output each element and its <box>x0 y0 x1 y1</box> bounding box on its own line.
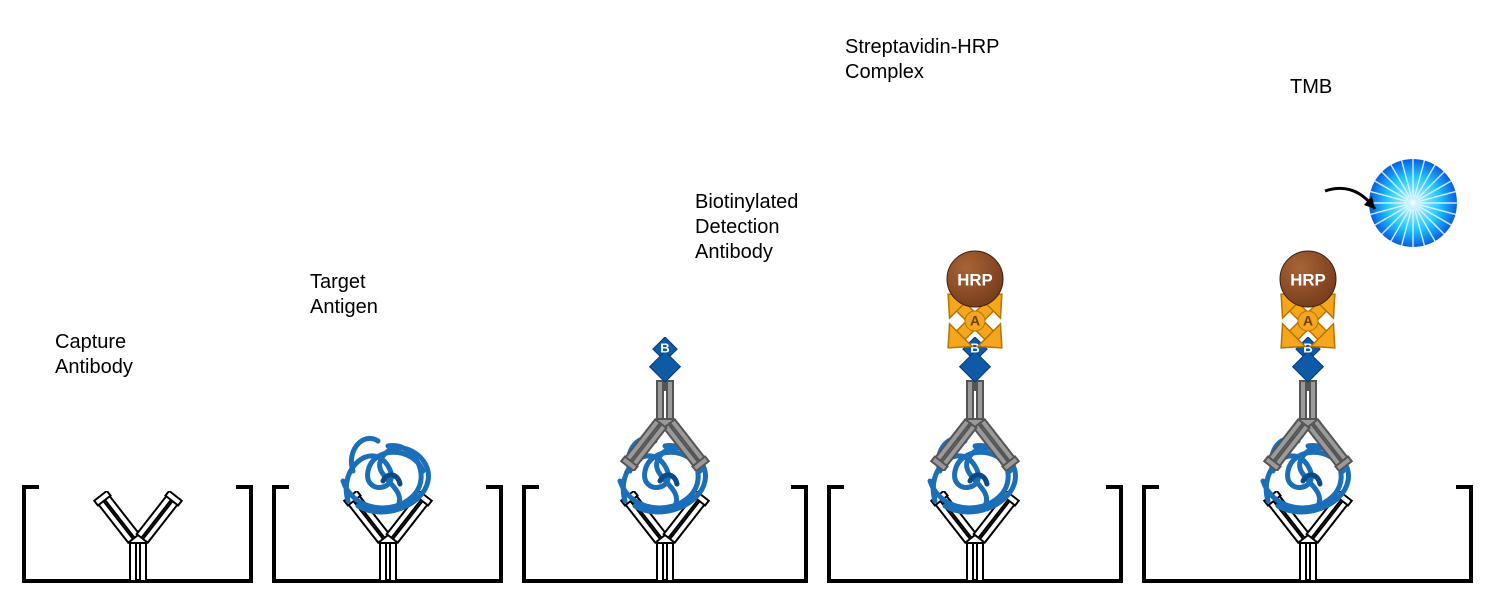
panel-p4: BAHRP <box>825 30 1125 590</box>
panel-p2 <box>270 30 505 590</box>
panel-p3: B <box>520 30 810 590</box>
svg-text:B: B <box>660 341 670 356</box>
svg-text:A: A <box>1302 313 1312 329</box>
hrp: HRP <box>1278 249 1338 309</box>
panel-label: Streptavidin-HRP Complex <box>845 35 1000 85</box>
antigen <box>328 426 448 521</box>
capture-antibody <box>88 491 188 581</box>
panel-p5: BAHRP <box>1140 30 1475 590</box>
biotin: B <box>643 337 687 391</box>
panel-label: Biotinylated Detection Antibody <box>695 190 798 265</box>
svg-text:HRP: HRP <box>957 270 992 289</box>
svg-text:HRP: HRP <box>1290 270 1325 289</box>
panel-label: TMB <box>1290 75 1332 100</box>
assay-stack <box>78 26 198 586</box>
panel-p1 <box>20 30 255 590</box>
panel-label: Target Antigen <box>310 270 378 320</box>
hrp: HRP <box>945 249 1005 309</box>
assay-stack: BAHRP <box>1248 26 1368 586</box>
assay-stack: BAHRP <box>915 26 1035 586</box>
tmb-arrow <box>1320 181 1390 231</box>
panel-label: Capture Antibody <box>55 330 133 380</box>
assay-stack: B <box>605 26 725 586</box>
svg-text:A: A <box>970 313 980 329</box>
